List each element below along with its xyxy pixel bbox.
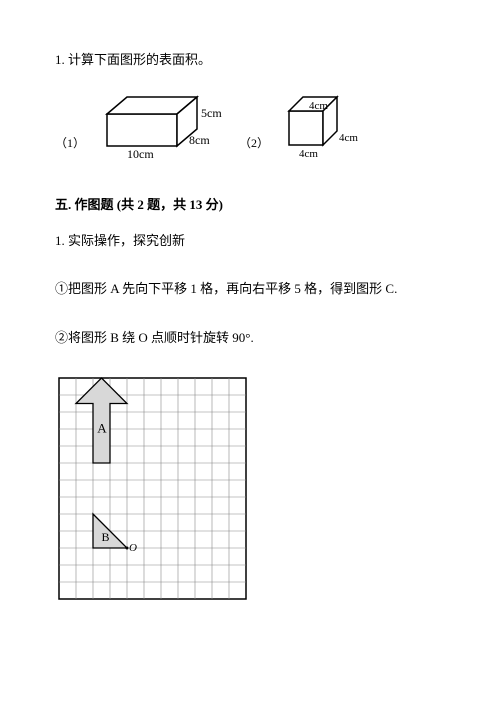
section5-header: 五. 作图题 (共 2 题，共 13 分) [55,194,445,213]
svg-text:B: B [102,530,110,544]
grid-container: A B O [55,374,445,608]
section5-q1: 1. 实际操作，探究创新 [55,229,445,252]
grid-figure: A B O [55,374,250,604]
figures-row: （1） 5cm 8cm 10cm （2） 4cm 4cm 4cm [55,89,445,159]
svg-text:O: O [129,542,137,554]
box1-height: 5cm [201,106,222,120]
q1-text: 1. 计算下面图形的表面积。 [55,50,445,71]
box1-width: 10cm [127,147,154,159]
cube-figure: 4cm 4cm 4cm [281,89,366,159]
fig2-label: （2） [239,134,269,151]
rectangular-box-figure: 5cm 8cm 10cm [97,89,227,159]
fig1-label: （1） [55,134,85,151]
cube-height: 4cm [309,100,328,112]
section5-sub2: ②将图形 B 绕 O 点顺时针旋转 90°. [55,326,445,349]
svg-text:A: A [97,420,107,435]
section5-sub1: ①把图形 A 先向下平移 1 格，再向右平移 5 格，得到图形 C. [55,277,445,300]
cube-width: 4cm [299,148,318,159]
box1-depth: 8cm [189,133,210,147]
cube-depth: 4cm [339,132,358,144]
